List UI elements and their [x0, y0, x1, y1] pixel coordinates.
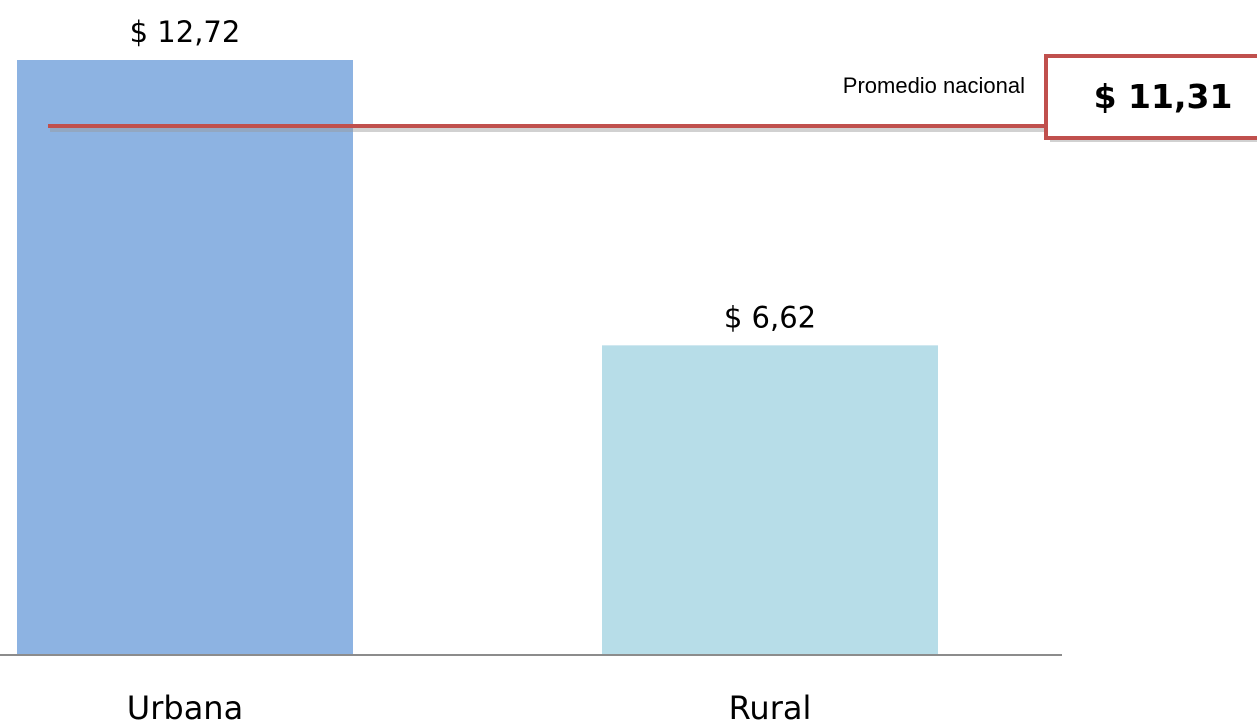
bars-group	[17, 60, 938, 655]
bar-value-label-urbana: $ 12,72	[130, 15, 241, 49]
national-average-value: $ 11,31	[1094, 77, 1233, 116]
value-labels-group: $ 12,72 $ 6,62	[130, 15, 816, 334]
bar-urbana	[17, 60, 353, 655]
bar-rural	[602, 345, 938, 655]
national-average-value-box	[1044, 54, 1257, 140]
national-average-caption: Promedio nacional	[843, 73, 1025, 98]
bar-value-label-rural: $ 6,62	[724, 300, 816, 334]
category-label-rural: Rural	[729, 689, 812, 727]
category-labels-group: Urbana Rural	[127, 689, 812, 727]
category-label-urbana: Urbana	[127, 689, 243, 727]
